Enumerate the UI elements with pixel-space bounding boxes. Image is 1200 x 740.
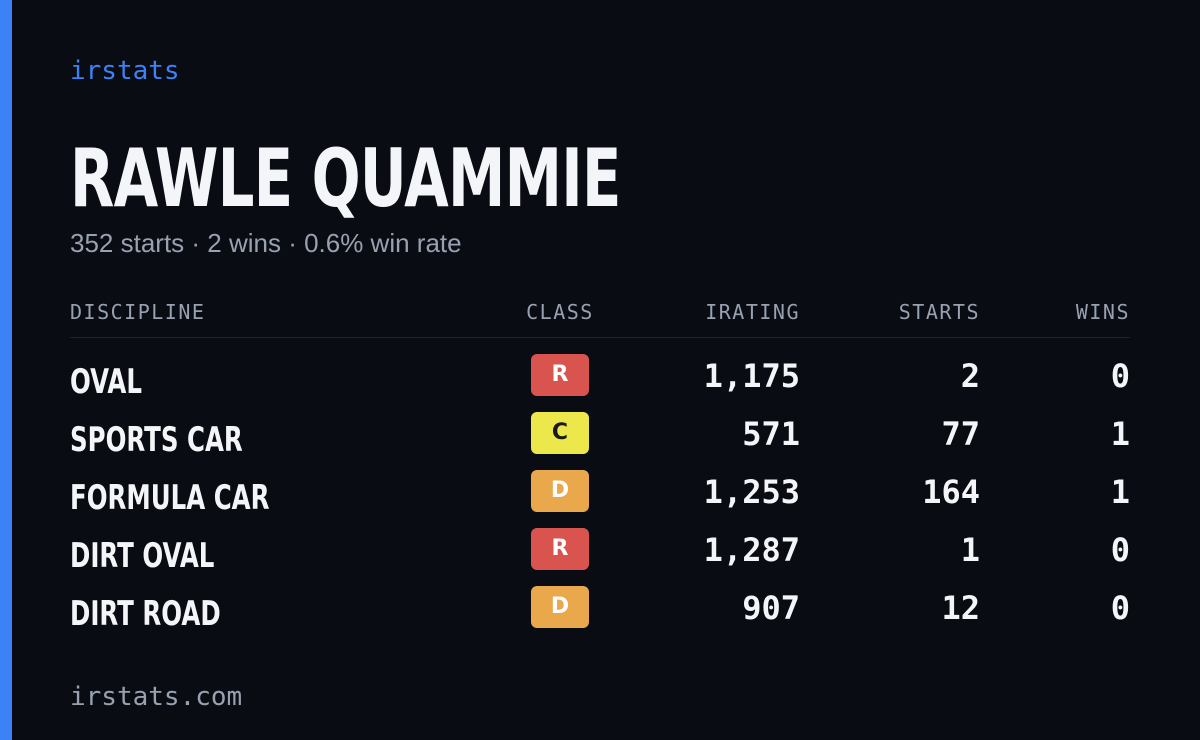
discipline: OVAL	[70, 362, 142, 402]
class-badge: R	[531, 354, 589, 396]
discipline: SPORTS CAR	[70, 420, 243, 460]
class-badge: D	[531, 470, 589, 512]
brand: irstats	[70, 56, 180, 86]
accent-bar	[0, 0, 12, 740]
class-badge: C	[531, 412, 589, 454]
wins: 1	[1110, 473, 1130, 511]
wins: 0	[1110, 531, 1130, 569]
starts: 1	[960, 531, 980, 569]
column-header: CLASS	[526, 300, 594, 324]
wins: 1	[1110, 415, 1130, 453]
irating: 1,253	[703, 473, 800, 511]
class-badge: R	[531, 528, 589, 570]
column-header: DISCIPLINE	[70, 300, 206, 324]
discipline: FORMULA CAR	[70, 478, 270, 518]
wins: 0	[1110, 589, 1130, 627]
starts: 77	[941, 415, 980, 453]
starts: 164	[922, 473, 980, 511]
discipline: DIRT OVAL	[70, 536, 215, 576]
irating: 907	[742, 589, 800, 627]
driver-name: RAWLE QUAMMIE	[70, 132, 621, 225]
header-rule	[70, 337, 1130, 338]
column-header: STARTS	[898, 300, 980, 324]
wins: 0	[1110, 357, 1130, 395]
column-header: WINS	[1075, 300, 1130, 324]
irating: 1,175	[703, 357, 800, 395]
irating: 571	[742, 415, 800, 453]
footer: irstats.com	[70, 682, 243, 712]
class-badge: D	[531, 586, 589, 628]
starts: 2	[960, 357, 980, 395]
driver-summary: 352 starts · 2 wins · 0.6% win rate	[70, 228, 462, 258]
column-header: IRATING	[705, 300, 800, 324]
discipline: DIRT ROAD	[70, 594, 221, 634]
irating: 1,287	[703, 531, 800, 569]
starts: 12	[941, 589, 980, 627]
